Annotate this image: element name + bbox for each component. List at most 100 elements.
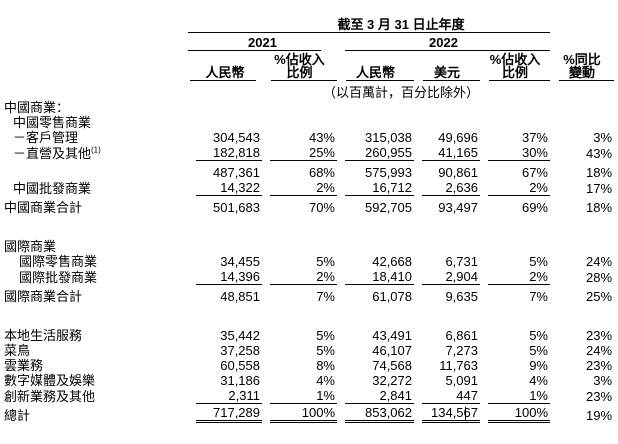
cell-yoy: 23% xyxy=(585,389,613,404)
table-row: 雲業務 60,558 8% 74,568 11,763 9% 23% xyxy=(0,358,614,373)
period-header: 截至 3 月 31 日止年度 xyxy=(337,17,465,32)
cell-usd-2022: 11,763 xyxy=(439,358,478,373)
cell-rmb-2021: 60,558 xyxy=(220,358,260,373)
text-cursor xyxy=(465,407,466,420)
col-header-usd-2022: 美元 xyxy=(433,65,460,80)
cell-yoy: 3% xyxy=(593,130,613,145)
table-row: 創新業務及其他 2,311 1% 2,841 447 1% 23% xyxy=(0,388,614,404)
period-header-rule xyxy=(188,32,550,33)
table-row: 總計 717,289 100% 853,062 134,567 100% 19% xyxy=(0,404,614,423)
cell-rmb-2022: 32,272 xyxy=(372,373,412,388)
cell-usd-2022: 2,904 xyxy=(414,269,480,285)
cell-pct-2022: 5% xyxy=(529,254,548,269)
row-label: 本地生活服務 xyxy=(4,328,83,343)
cell-pct-2021: 1% xyxy=(262,388,337,404)
cell-pct-2021: 70% xyxy=(308,200,335,215)
cell-usd-2022: 41,165 xyxy=(414,145,480,161)
cell-usd-2022: 49,696 xyxy=(438,130,478,145)
cell-yoy xyxy=(550,100,614,115)
year-header-2021: 2021 xyxy=(248,35,277,50)
cell-pct-2021 xyxy=(262,115,337,130)
table-row: 國際批發商業 14,396 2% 18,410 2,904 2% 28% xyxy=(0,269,614,285)
cell-yoy: 25% xyxy=(585,289,613,304)
table-row: －客戶管理 304,543 43% 315,038 49,696 37% 3% xyxy=(0,130,614,145)
cell-rmb-2021: 717,289 xyxy=(188,404,262,423)
row-label: 國際批發商業 xyxy=(19,270,98,285)
cell-rmb-2022: 575,993 xyxy=(365,165,412,180)
cell-rmb-2021: 37,258 xyxy=(220,343,260,358)
cell-rmb-2022: 2,841 xyxy=(337,388,414,404)
cell-pct-2022: 4% xyxy=(529,373,548,388)
cell-usd-2022 xyxy=(414,239,480,254)
col-rule xyxy=(559,80,615,81)
col-header-pct-2022: %佔收入 比例 xyxy=(489,52,541,80)
row-label: 國際零售商業 xyxy=(19,254,98,269)
cell-rmb-2022: 853,062 xyxy=(337,404,414,423)
cell-rmb-2021: 2,311 xyxy=(188,388,262,404)
cell-usd-2022 xyxy=(414,115,480,130)
table-row: －直營及其他(1) 182,818 25% 260,955 41,165 30%… xyxy=(0,145,614,161)
cell-pct-2021: 43% xyxy=(308,130,335,145)
cell-rmb-2022 xyxy=(337,100,414,115)
cell-pct-2022: 30% xyxy=(480,145,550,161)
section-gap xyxy=(0,215,614,239)
cell-yoy: 18% xyxy=(585,165,613,180)
cell-rmb-2021: 14,396 xyxy=(188,269,262,285)
cell-rmb-2022: 42,668 xyxy=(372,254,412,269)
cell-pct-2022: 1% xyxy=(480,388,550,404)
row-label: 中國商業合計 xyxy=(4,200,83,215)
cell-pct-2022 xyxy=(480,239,550,254)
table-row: 國際商業合計 48,851 7% 61,078 9,635 7% 25% xyxy=(0,285,614,304)
cell-yoy xyxy=(550,115,614,130)
cell-rmb-2022 xyxy=(337,239,414,254)
cell-yoy: 24% xyxy=(585,343,613,358)
cell-usd-2022: 2,636 xyxy=(414,180,480,196)
cell-pct-2022 xyxy=(480,100,550,115)
table-row: 本地生活服務 35,442 5% 43,491 6,861 5% 23% xyxy=(0,328,614,343)
cell-pct-2022: 7% xyxy=(529,289,548,304)
row-label: 中國零售商業 xyxy=(13,115,92,130)
cell-yoy: 19% xyxy=(585,408,613,423)
cell-pct-2021: 8% xyxy=(316,358,335,373)
cell-pct-2022: 37% xyxy=(521,130,548,145)
cell-pct-2022: 5% xyxy=(529,343,548,358)
table-row: 菜鳥 37,258 5% 46,107 7,273 5% 24% xyxy=(0,343,614,358)
cell-rmb-2022: 46,107 xyxy=(372,343,412,358)
col-rule xyxy=(489,80,550,81)
cell-yoy: 3% xyxy=(593,373,613,388)
col-rule xyxy=(190,80,256,81)
year-2022-rule xyxy=(345,50,550,51)
table-row: 國際商業 xyxy=(0,239,614,254)
row-label: 雲業務 xyxy=(4,358,44,373)
col-header-rmb-2022: 人民幣 xyxy=(355,65,395,80)
cell-yoy: 17% xyxy=(585,181,613,196)
row-label: 菜鳥 xyxy=(4,343,31,358)
row-label: 國際商業合計 xyxy=(4,289,83,304)
row-label: 創新業務及其他 xyxy=(4,389,96,404)
cell-rmb-2022: 18,410 xyxy=(337,269,414,285)
cell-pct-2022 xyxy=(480,115,550,130)
units-note: （以百萬計，百分比除外） xyxy=(323,85,480,100)
cell-rmb-2022: 260,955 xyxy=(337,145,414,161)
cell-yoy: 43% xyxy=(585,146,613,161)
cell-yoy: 23% xyxy=(585,358,613,373)
table-row: 487,361 68% 575,993 90,861 67% 18% xyxy=(0,161,614,180)
row-label: －直營及其他 xyxy=(13,146,92,161)
cell-pct-2021 xyxy=(262,239,337,254)
cell-rmb-2021: 35,442 xyxy=(220,328,260,343)
table-row: 中國商業合計 501,683 70% 592,705 93,497 69% 18… xyxy=(0,196,614,215)
cell-rmb-2022: 16,712 xyxy=(337,180,414,196)
cell-usd-2022: 90,861 xyxy=(438,165,478,180)
cell-usd-2022: 5,091 xyxy=(445,373,478,388)
cell-pct-2021: 2% xyxy=(262,269,337,285)
cell-pct-2022: 9% xyxy=(529,358,548,373)
cell-rmb-2022: 592,705 xyxy=(365,200,412,215)
row-label-superscript: (1) xyxy=(91,145,101,155)
col-header-yoy: %同比 變動 xyxy=(563,52,601,80)
cell-usd-2022: 93,497 xyxy=(438,200,478,215)
row-label: 國際商業 xyxy=(4,239,57,254)
cell-rmb-2021: 34,455 xyxy=(220,254,260,269)
cell-pct-2021: 5% xyxy=(316,328,335,343)
cell-yoy: 24% xyxy=(585,254,613,269)
col-rule xyxy=(346,80,414,81)
